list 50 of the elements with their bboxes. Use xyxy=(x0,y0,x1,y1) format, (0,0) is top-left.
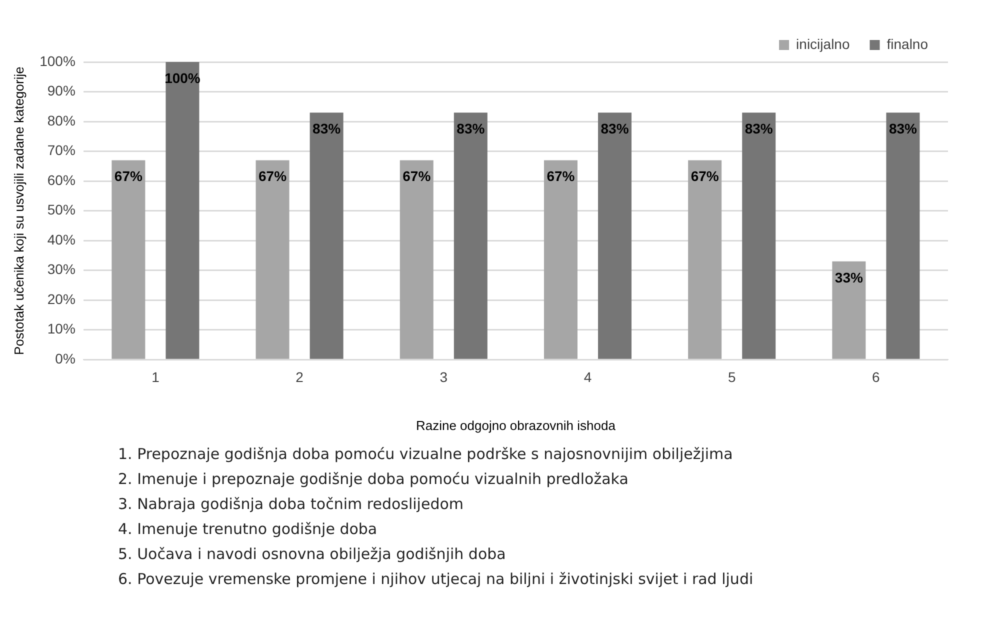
text: 6. Povezuje vremenske promjene i njihov utjecaj na biljni i životinjski svijet i rad ljudi xyxy=(118,569,754,590)
x-tick-label: 5 xyxy=(728,368,736,385)
data-label: 67% xyxy=(114,168,143,184)
data-label: 83% xyxy=(744,120,774,136)
data-label: 67% xyxy=(690,168,720,184)
data-label: 83% xyxy=(888,120,918,136)
bar xyxy=(112,160,146,359)
data-label: 67% xyxy=(402,168,432,184)
text: 1. Prepoznaje godišnja doba pomoću vizualne podrške s najosnovnijim obilježjima xyxy=(118,444,734,465)
bar xyxy=(310,112,344,359)
data-label: 67% xyxy=(258,168,288,184)
text: 4. Imenuje trenutno godišnje doba xyxy=(118,519,378,540)
data-label: 83% xyxy=(456,120,486,136)
x-tick-label: 3 xyxy=(440,368,448,385)
legend-label: inicijalno xyxy=(796,36,850,52)
y-tick-label: 70% xyxy=(47,142,76,158)
text: 2. Imenuje i prepoznaje godišnje doba pomoću vizualnih predložaka xyxy=(118,469,630,490)
data-label: 33% xyxy=(834,269,864,286)
y-tick-label: 20% xyxy=(47,290,76,307)
data-label: 83% xyxy=(312,120,342,136)
bar xyxy=(454,112,488,359)
x-axis-title: Razine odgojno obrazovnih ishoda xyxy=(416,418,616,433)
y-tick-label: 0% xyxy=(55,350,76,366)
y-tick-label: 40% xyxy=(47,231,76,248)
bar xyxy=(166,62,200,359)
y-tick-label: 100% xyxy=(40,52,76,69)
y-tick-label: 80% xyxy=(47,112,76,128)
x-tick-label: 4 xyxy=(584,368,592,385)
data-label: 83% xyxy=(600,120,630,136)
y-tick-label: 50% xyxy=(47,202,76,218)
legend-label: finalno xyxy=(886,36,928,52)
bar xyxy=(544,160,578,359)
x-tick-label: 6 xyxy=(872,368,880,385)
bar xyxy=(742,112,776,359)
y-axis-title: Postotak učenika koji su usvojili zadane kategorije xyxy=(11,66,26,355)
bar xyxy=(832,261,866,359)
x-tick-label: 2 xyxy=(296,368,304,385)
bar xyxy=(886,112,920,359)
x-tick-label: 1 xyxy=(152,368,160,385)
data-label: 67% xyxy=(546,168,576,184)
bar xyxy=(256,160,290,359)
y-tick-label: 30% xyxy=(47,261,76,278)
y-tick-label: 90% xyxy=(47,82,76,99)
text: 3. Nabraja godišnja doba točnim redoslijedom xyxy=(118,494,464,515)
text: 5. Uočava i navodi osnovna obilježja godišnjih doba xyxy=(118,544,507,565)
y-tick-label: 10% xyxy=(47,320,76,337)
bar xyxy=(598,112,632,359)
bar xyxy=(688,160,722,359)
y-tick-label: 60% xyxy=(47,172,76,188)
bar xyxy=(400,160,434,359)
